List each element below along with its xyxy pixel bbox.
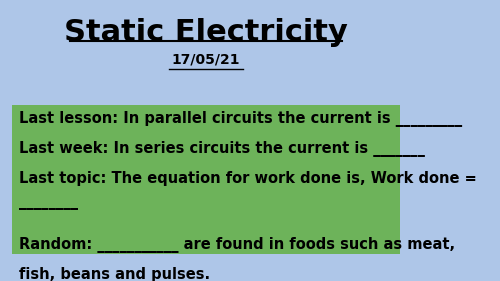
Text: Last week: In series circuits the current is _______: Last week: In series circuits the curren… [18,141,424,157]
Text: Last lesson: In parallel circuits the current is _________: Last lesson: In parallel circuits the cu… [18,111,462,127]
FancyBboxPatch shape [12,105,400,254]
Text: Random: ___________ are found in foods such as meat,: Random: ___________ are found in foods s… [18,237,454,253]
Text: Last topic: The equation for work done is, Work done =: Last topic: The equation for work done i… [18,171,476,186]
Text: ________: ________ [18,195,78,210]
Text: fish, beans and pulses.: fish, beans and pulses. [18,267,210,281]
Text: Static Electricity: Static Electricity [64,18,348,47]
Text: 17/05/21: 17/05/21 [172,52,240,66]
